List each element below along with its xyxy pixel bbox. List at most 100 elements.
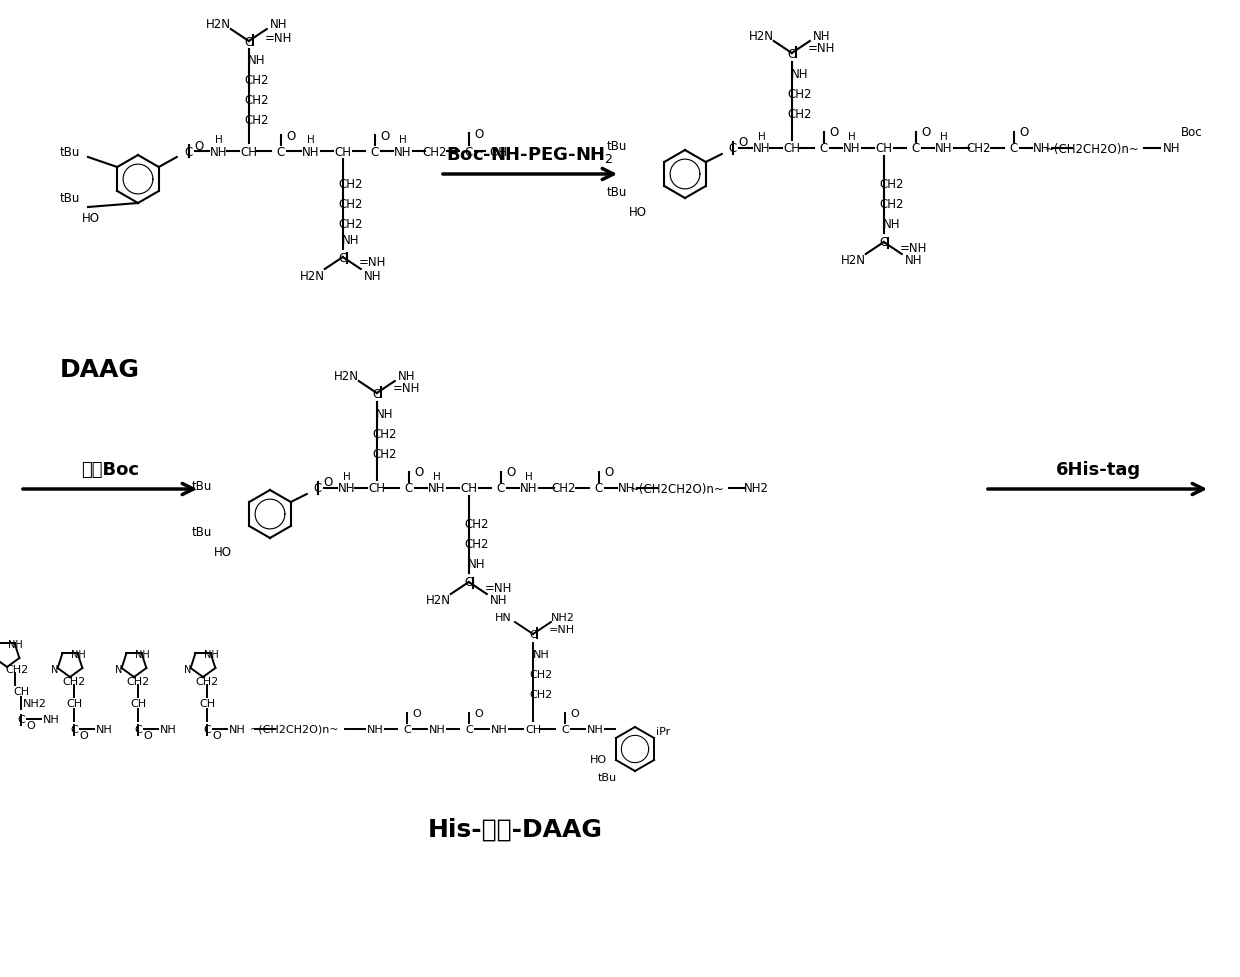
Text: H2N: H2N [841, 254, 867, 268]
Text: O: O [195, 140, 203, 152]
Text: NH: NH [394, 146, 412, 158]
Text: H: H [308, 135, 315, 145]
Text: H: H [433, 472, 440, 482]
Text: CH2: CH2 [372, 447, 397, 460]
Text: C: C [562, 724, 569, 735]
Text: O: O [1019, 126, 1028, 140]
Text: C: C [497, 482, 505, 495]
Text: C: C [787, 48, 796, 61]
Text: C: C [595, 482, 603, 495]
Text: NH: NH [42, 714, 60, 724]
Text: C: C [185, 146, 193, 158]
Text: C: C [465, 146, 472, 158]
Text: tBu: tBu [60, 191, 81, 204]
Text: O: O [79, 730, 88, 741]
Text: O: O [212, 730, 222, 741]
Text: CH2: CH2 [372, 427, 397, 440]
Text: H: H [215, 135, 223, 145]
Text: CH2: CH2 [787, 87, 812, 101]
Text: NH: NH [160, 724, 176, 735]
Text: C: C [529, 629, 537, 639]
Text: NH: NH [883, 217, 900, 231]
Text: CH: CH [130, 699, 146, 708]
Text: NH: NH [365, 270, 382, 282]
Text: C: C [729, 143, 737, 155]
Text: O: O [830, 126, 838, 140]
Text: O: O [738, 137, 748, 149]
Text: CH: CH [525, 724, 541, 735]
Text: NH: NH [303, 146, 320, 158]
Text: C: C [465, 575, 472, 589]
Text: Boc-NH-PEG-NH$_2$: Boc-NH-PEG-NH$_2$ [446, 145, 614, 165]
Text: N: N [184, 664, 191, 674]
Text: tBu: tBu [606, 141, 627, 153]
Text: NH: NH [270, 18, 288, 30]
Text: H2N: H2N [300, 270, 325, 282]
Text: CH2: CH2 [196, 676, 218, 686]
Text: NH: NH [9, 640, 24, 650]
Text: NH2: NH2 [744, 482, 769, 495]
Text: DAAG: DAAG [60, 358, 140, 382]
Text: CH2: CH2 [126, 676, 150, 686]
Text: HO: HO [629, 206, 647, 219]
Text: CH2: CH2 [529, 690, 553, 700]
Text: O: O [381, 129, 389, 143]
Text: =NH: =NH [549, 624, 575, 634]
Text: tBu: tBu [606, 187, 627, 199]
Text: CH: CH [875, 143, 893, 155]
Text: NH: NH [490, 594, 507, 607]
Text: His-标记-DAAG: His-标记-DAAG [428, 817, 603, 841]
Text: H2N: H2N [427, 594, 451, 607]
Text: CH: CH [784, 143, 800, 155]
Text: C: C [403, 724, 410, 735]
Text: NH: NH [95, 724, 113, 735]
Text: NH: NH [135, 650, 150, 659]
Text: C: C [277, 146, 285, 158]
Text: NH: NH [342, 234, 360, 247]
Text: tBu: tBu [192, 480, 212, 493]
Text: H: H [525, 472, 533, 482]
Text: NH: NH [905, 254, 923, 268]
Text: CH2: CH2 [879, 177, 904, 191]
Text: NH: NH [1033, 143, 1050, 155]
Text: N: N [51, 664, 58, 674]
Text: C: C [1009, 143, 1018, 155]
Text: NH: NH [398, 370, 415, 383]
Text: 脱去Boc: 脱去Boc [81, 460, 139, 479]
Text: C: C [71, 724, 78, 735]
Text: O: O [474, 127, 484, 141]
Text: H: H [399, 135, 407, 145]
Text: ~(CH2CH2O)n~: ~(CH2CH2O)n~ [250, 724, 340, 735]
Text: NH: NH [935, 143, 952, 155]
Text: ~(CH2CH2O)n~: ~(CH2CH2O)n~ [1044, 143, 1140, 155]
Text: CH: CH [241, 146, 257, 158]
Text: =NH: =NH [265, 31, 293, 45]
Text: CH2: CH2 [552, 482, 577, 495]
Text: CH: CH [66, 699, 82, 708]
Text: CH2: CH2 [244, 94, 269, 106]
Text: O: O [570, 708, 579, 718]
Text: tBu: tBu [60, 146, 81, 158]
Text: =NH: =NH [485, 581, 512, 594]
Text: C: C [203, 724, 211, 735]
Text: NH2: NH2 [551, 613, 575, 622]
Text: CH: CH [460, 482, 477, 495]
Text: CH2: CH2 [339, 217, 363, 231]
Text: C: C [339, 251, 347, 264]
Text: CH2: CH2 [62, 676, 86, 686]
Text: NH: NH [71, 650, 86, 659]
Text: CH2: CH2 [465, 517, 489, 530]
Text: NH: NH [205, 650, 219, 659]
Text: NH: NH [367, 724, 383, 735]
Text: NH: NH [843, 143, 861, 155]
Text: NH: NH [533, 650, 549, 659]
Text: NH: NH [491, 724, 507, 735]
Text: HN: HN [495, 613, 511, 622]
Text: NH: NH [520, 482, 537, 495]
Text: NH: NH [376, 407, 393, 420]
Text: O: O [475, 708, 484, 718]
Text: NH: NH [248, 54, 265, 66]
Text: CH: CH [12, 686, 29, 697]
Text: C: C [404, 482, 413, 495]
Text: NH: NH [618, 482, 636, 495]
